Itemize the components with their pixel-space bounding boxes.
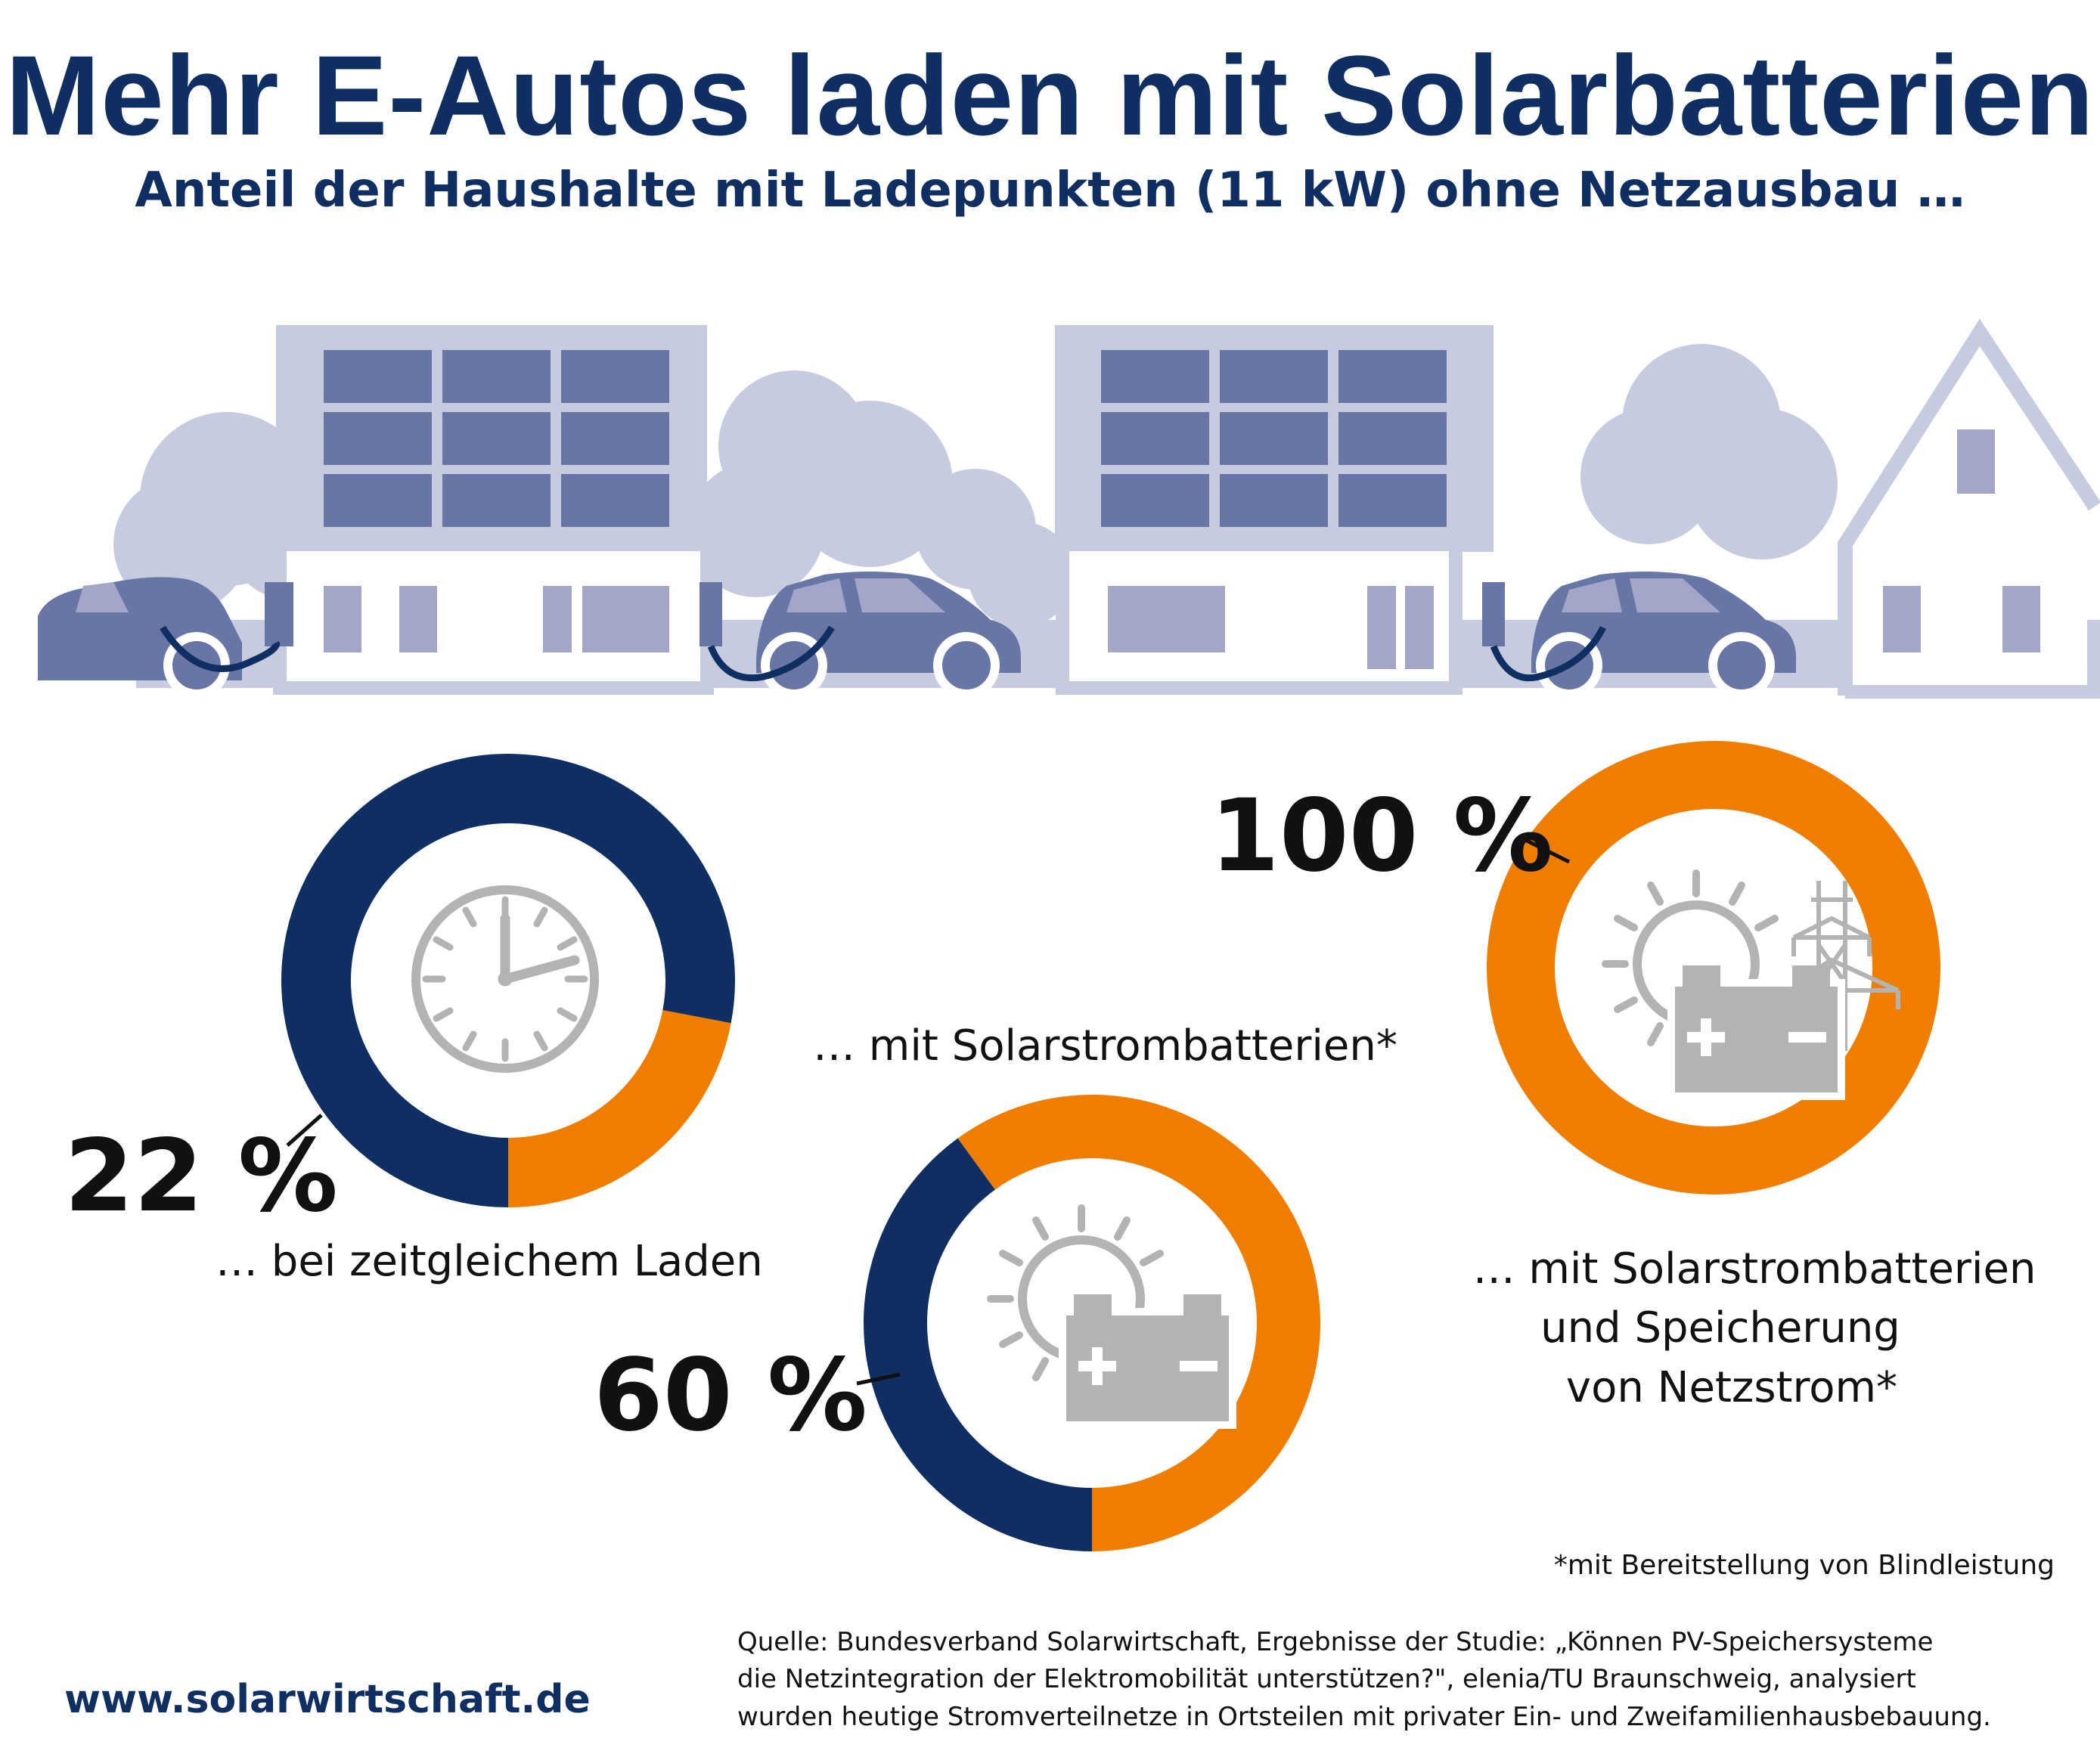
leader-line-3	[1522, 837, 1571, 864]
donut-2-slice-1	[957, 1095, 1320, 1551]
house-2	[1055, 325, 1494, 695]
source-line-2: die Netzintegration der Elektromobilität…	[737, 1664, 1916, 1695]
source-line-3: wurden heutige Stromverteilnetze in Orts…	[737, 1701, 1991, 1732]
car-1	[38, 577, 280, 699]
donut-3-caption-line-1: … mit Solarstrombatterien	[1472, 1244, 2036, 1294]
clock-icon	[411, 885, 599, 1073]
source-note: Quelle: Bundesverband Solarwirtschaft, E…	[737, 1624, 1991, 1736]
website-link[interactable]: www.solarwirtschaft.de	[64, 1677, 591, 1722]
house-1	[273, 325, 714, 695]
donut-2-value-label: 60 %	[594, 1337, 867, 1454]
leader-line-2	[856, 1372, 901, 1386]
car-3	[1490, 572, 1796, 699]
sun-battery-pylon-icon	[1602, 869, 1900, 1100]
donut-layer	[281, 741, 1940, 1551]
car-2	[707, 572, 1021, 699]
donut-2-slice-2	[863, 1138, 1092, 1551]
footnote: *mit Bereitstellung von Blindleistung	[1553, 1550, 2055, 1581]
donut-3-caption-line-2: und Speicherung	[1540, 1303, 1900, 1353]
donut-3-caption: … mit Solarstrombatterien und Speicherun…	[1414, 1240, 2095, 1418]
page-subtitle: Anteil der Haushalte mit Ladepunkten (11…	[135, 163, 1965, 218]
donut-3-caption-line-3: von Netzstrom*	[1565, 1362, 1898, 1412]
leader-line-1	[286, 1114, 323, 1147]
donut-1-slice-2	[281, 753, 735, 1207]
donut-1-slice-1	[508, 1009, 731, 1207]
donut-3-value-label: 100 %	[1210, 778, 1553, 894]
donut-1-value-label: 22 %	[64, 1118, 338, 1235]
page-title: Mehr E-Autos laden mit Solarbatterien	[5, 32, 2095, 159]
source-line-1: Quelle: Bundesverband Solarwirtschaft, E…	[737, 1627, 1934, 1657]
donut-1-caption: … bei zeitgleichem Laden	[216, 1237, 763, 1286]
house-3	[1838, 318, 2100, 699]
wallboxes	[265, 582, 1505, 646]
donut-2-caption: … mit Solarstrombatterien*	[813, 1021, 1397, 1071]
sun-battery-icon	[987, 1204, 1236, 1429]
